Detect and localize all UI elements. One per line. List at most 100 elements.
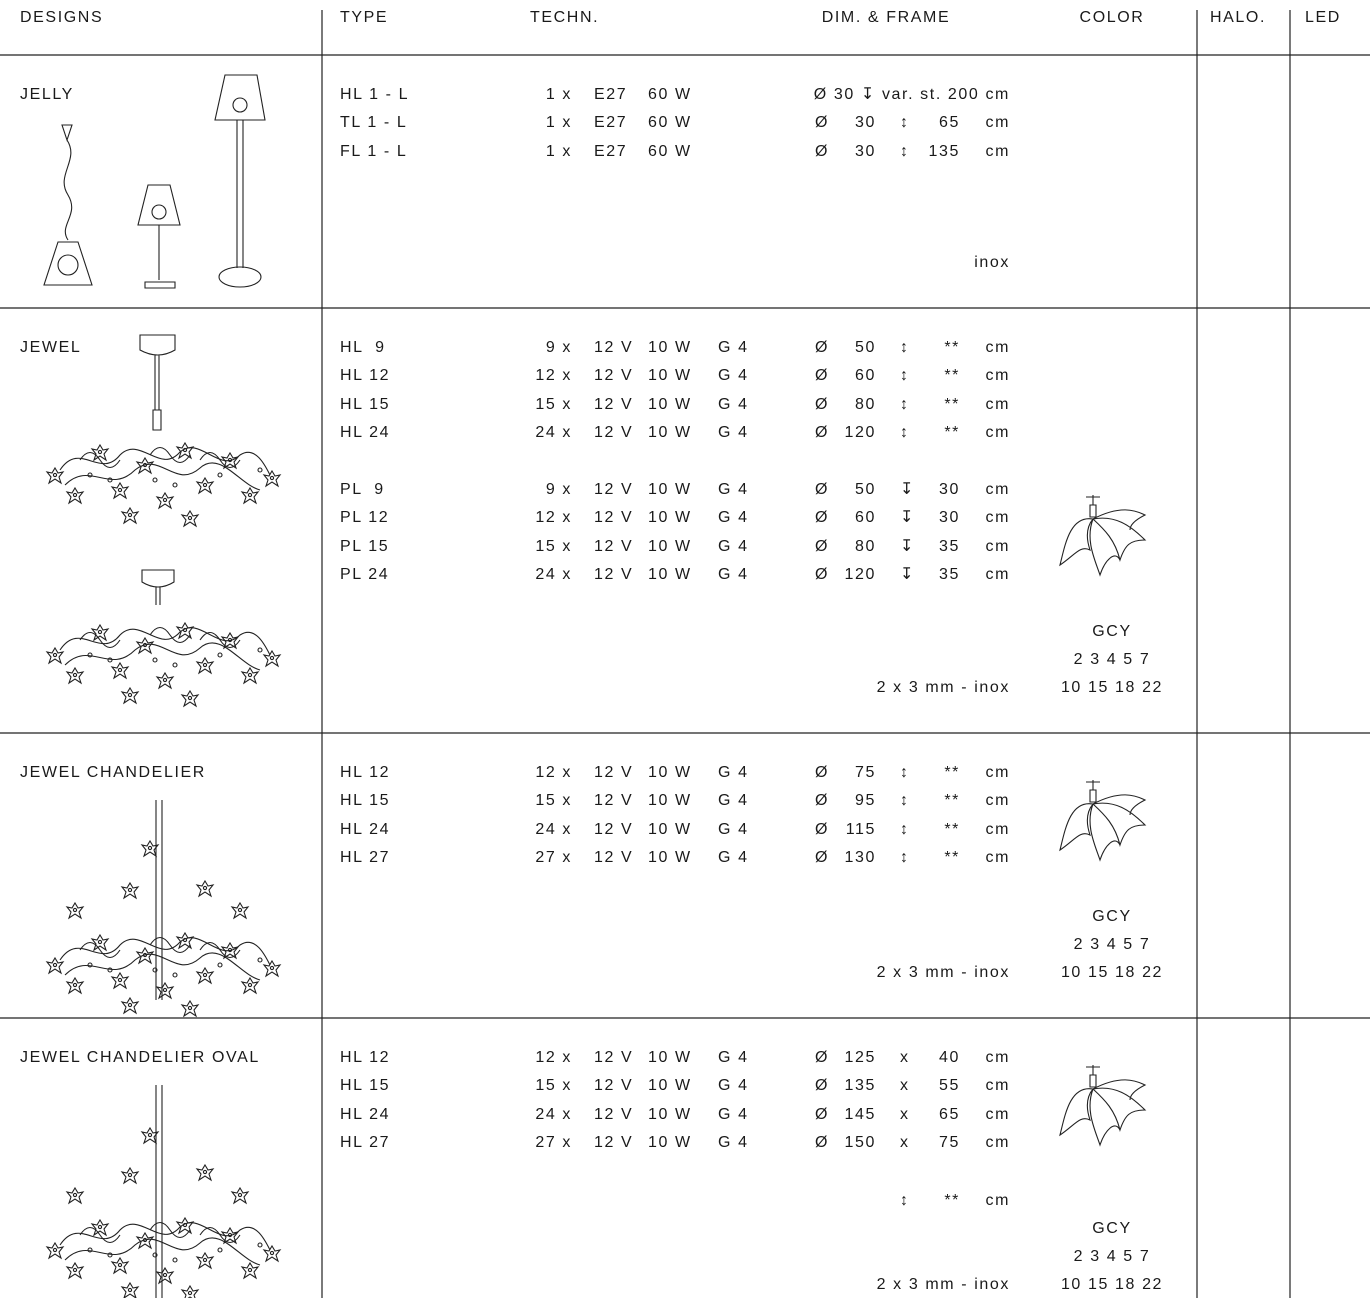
techn: 60 W: [648, 86, 692, 103]
dimension: Ø: [815, 1134, 830, 1152]
dimension: Ø: [815, 509, 830, 527]
type: TL 1 - L: [340, 114, 408, 132]
design-name: JEWEL CHANDELIER: [20, 764, 206, 781]
dimension: ↕: [900, 792, 910, 810]
dimension: cm: [985, 481, 1010, 498]
dimension: 30: [855, 142, 876, 160]
color-code: 10 15 18 22: [1060, 1276, 1164, 1293]
dimension: 50: [855, 339, 876, 356]
techn: 27 x: [535, 849, 572, 867]
column-header: TYPE: [340, 9, 389, 26]
dimension: ↕: [900, 142, 910, 160]
dimension: ↧: [900, 566, 916, 584]
dimension: Ø: [815, 114, 830, 132]
dimension: cm: [985, 849, 1010, 867]
techn: G 4: [718, 537, 749, 555]
type: PL 24: [340, 566, 390, 584]
frame: 2 x 3 mm - inox: [876, 1276, 1010, 1293]
dimension: cm: [985, 792, 1010, 810]
techn: 10 W: [648, 537, 692, 555]
techn: 10 W: [648, 820, 692, 838]
dimension: Ø: [815, 820, 830, 838]
techn: G 4: [718, 481, 749, 498]
dimension-note: ↕: [900, 1192, 910, 1209]
dimension: 40: [939, 1049, 960, 1066]
techn: 12 x: [535, 367, 572, 385]
dimension: 80: [855, 537, 876, 555]
dimension: 60: [855, 367, 876, 385]
techn: 12 V: [594, 367, 634, 385]
type: HL 15: [340, 395, 391, 413]
color-code: GCY: [1092, 1220, 1132, 1237]
techn: G 4: [718, 764, 749, 781]
techn: 12 V: [594, 1077, 634, 1095]
design-name: JEWEL CHANDELIER OVAL: [20, 1049, 260, 1066]
techn: 12 V: [594, 566, 634, 584]
techn: 12 x: [535, 1049, 572, 1066]
dimension: 35: [939, 537, 960, 555]
dimension: cm: [985, 1105, 1010, 1123]
techn: 60 W: [648, 114, 692, 132]
techn: G 4: [718, 1105, 749, 1123]
dimension: Ø: [815, 395, 830, 413]
techn: G 4: [718, 339, 749, 356]
dimension: ↕: [900, 820, 910, 838]
dimension: 80: [855, 395, 876, 413]
techn: 24 x: [535, 424, 572, 442]
techn: 1 x: [545, 142, 572, 160]
techn: 15 x: [535, 537, 572, 555]
color-swatch-drawing: [1059, 779, 1146, 861]
dimension: **: [944, 792, 960, 810]
dimension: 135: [844, 1077, 876, 1095]
dimension-note: **: [944, 1192, 960, 1209]
dimension: cm: [985, 820, 1010, 838]
column-header: DESIGNS: [20, 9, 104, 26]
dimension: Ø: [815, 792, 830, 810]
color-code: 2 3 4 5 7: [1073, 651, 1151, 668]
color-code: GCY: [1092, 908, 1132, 925]
dimension: cm: [985, 395, 1010, 413]
dimension: Ø: [815, 142, 830, 160]
color-swatch-drawing: [1059, 1064, 1146, 1146]
dimension: cm: [985, 424, 1010, 442]
dimension: 30: [939, 481, 960, 498]
dimension: **: [944, 367, 960, 385]
techn: 12 V: [594, 1049, 634, 1066]
type: HL 24: [340, 820, 391, 838]
dimension: Ø: [815, 849, 830, 867]
dimension: ↕: [900, 395, 910, 413]
techn: 12 V: [594, 1105, 634, 1123]
techn: 15 x: [535, 792, 572, 810]
techn: 12 V: [594, 424, 634, 442]
techn: 24 x: [535, 566, 572, 584]
dimension: ↕: [900, 114, 910, 132]
type: HL 12: [340, 764, 391, 781]
dimension: cm: [985, 367, 1010, 385]
techn: 15 x: [535, 395, 572, 413]
dimension-note: cm: [985, 1192, 1010, 1209]
techn: 10 W: [648, 1049, 692, 1066]
techn: G 4: [718, 424, 749, 442]
dimension: cm: [985, 764, 1010, 781]
dimension: **: [944, 339, 960, 356]
dimension: cm: [985, 1134, 1010, 1152]
color-code: 10 15 18 22: [1060, 964, 1164, 981]
techn: 12 V: [594, 537, 634, 555]
techn: 12 V: [594, 792, 634, 810]
techn: 1 x: [545, 114, 572, 132]
techn: 12 V: [594, 820, 634, 838]
techn: 60 W: [648, 142, 692, 160]
type: HL 15: [340, 1077, 391, 1095]
type: HL 27: [340, 849, 391, 867]
dimension: 150: [844, 1134, 876, 1152]
dimension: Ø 30 ↧ var. st. 200 cm: [813, 86, 1010, 103]
techn: 12 V: [594, 509, 634, 527]
column-header: LED: [1305, 9, 1341, 26]
dimension: 135: [928, 142, 960, 160]
techn: 10 W: [648, 764, 692, 781]
techn: 10 W: [648, 792, 692, 810]
techn: 12 x: [535, 764, 572, 781]
frame: inox: [974, 254, 1010, 271]
techn: G 4: [718, 367, 749, 385]
techn: G 4: [718, 1134, 749, 1152]
